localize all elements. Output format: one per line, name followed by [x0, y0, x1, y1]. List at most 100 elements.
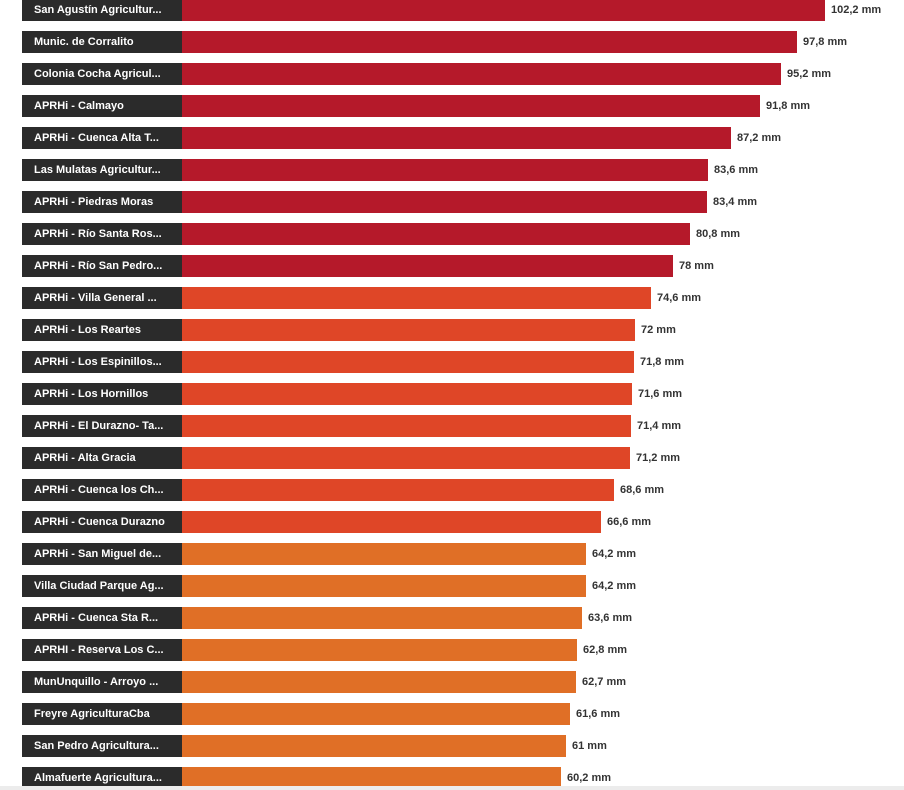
bar-row: APRHi - Cuenca Durazno 66,6 mm	[0, 511, 904, 533]
value-label: 61 mm	[572, 740, 607, 752]
category-label: Colonia Cocha Agricul...	[22, 63, 182, 85]
category-label: APRHi - Alta Gracia	[22, 447, 182, 469]
value-label: 62,8 mm	[583, 644, 628, 656]
category-label: APRHi - Calmayo	[22, 95, 182, 117]
value-label: 80,8 mm	[696, 228, 741, 240]
category-label: APRHi - Cuenca los Ch...	[22, 479, 182, 501]
bar	[182, 159, 708, 181]
value-label: 71,2 mm	[636, 452, 681, 464]
bar-row: APRHi - Calmayo 91,8 mm	[0, 95, 904, 117]
bar	[182, 127, 731, 149]
category-label: APRHi - Cuenca Sta R...	[22, 607, 182, 629]
category-label: APRHi - Río Santa Ros...	[22, 223, 182, 245]
bar	[182, 223, 690, 245]
value-label: 91,8 mm	[766, 100, 811, 112]
value-label: 78 mm	[679, 260, 714, 272]
value-label: 83,6 mm	[714, 164, 759, 176]
value-label: 61,6 mm	[576, 708, 621, 720]
bar-row: San Agustín Agricultur... 102,2 mm	[0, 0, 904, 21]
category-label: Las Mulatas Agricultur...	[22, 159, 182, 181]
bar	[182, 607, 582, 629]
category-label: Villa Ciudad Parque Ag...	[22, 575, 182, 597]
value-label: 68,6 mm	[620, 484, 665, 496]
category-label: APRHi - Piedras Moras	[22, 191, 182, 213]
bar	[182, 543, 586, 565]
bar-row: San Pedro Agricultura... 61 mm	[0, 735, 904, 757]
bar-row: Colonia Cocha Agricul... 95,2 mm	[0, 63, 904, 85]
value-label: 62,7 mm	[582, 676, 627, 688]
bar	[182, 95, 760, 117]
bar-row: APRHi - Cuenca Alta T... 87,2 mm	[0, 127, 904, 149]
bar	[182, 639, 577, 661]
category-label: APRHi - Los Reartes	[22, 319, 182, 341]
category-label: APRHi - Cuenca Alta T...	[22, 127, 182, 149]
bar-row: APRHi - Los Reartes 72 mm	[0, 319, 904, 341]
bar	[182, 511, 601, 533]
category-label: APRHi - Villa General ...	[22, 287, 182, 309]
category-label: Freyre AgriculturaCba	[22, 703, 182, 725]
bar-row: APRHi - Los Hornillos 71,6 mm	[0, 383, 904, 405]
bar-row: Almafuerte Agricultura... 60,2 mm	[0, 767, 904, 789]
bar	[182, 735, 566, 757]
value-label: 74,6 mm	[657, 292, 702, 304]
bar-row: APRHi - Río San Pedro... 78 mm	[0, 255, 904, 277]
bar-row: APRHi - Los Espinillos... 71,8 mm	[0, 351, 904, 373]
value-label: 83,4 mm	[713, 196, 758, 208]
bar	[182, 415, 631, 437]
bar	[182, 671, 576, 693]
bar-row: MunUnquillo - Arroyo ... 62,7 mm	[0, 671, 904, 693]
bar	[182, 703, 570, 725]
value-label: 71,6 mm	[638, 388, 683, 400]
category-label: APRHi - Los Espinillos...	[22, 351, 182, 373]
value-label: 66,6 mm	[607, 516, 652, 528]
bar-row: Las Mulatas Agricultur... 83,6 mm	[0, 159, 904, 181]
value-label: 97,8 mm	[803, 36, 848, 48]
bar	[182, 31, 797, 53]
bar	[182, 383, 632, 405]
category-label: Almafuerte Agricultura...	[22, 767, 182, 789]
bar-row: APRHi - Cuenca los Ch... 68,6 mm	[0, 479, 904, 501]
bar-row: Munic. de Corralito 97,8 mm	[0, 31, 904, 53]
bottom-divider	[0, 786, 904, 790]
bar	[182, 255, 673, 277]
category-label: San Pedro Agricultura...	[22, 735, 182, 757]
category-label: APRHi - Río San Pedro...	[22, 255, 182, 277]
value-label: 71,4 mm	[637, 420, 682, 432]
value-label: 72 mm	[641, 324, 676, 336]
category-label: APRHi - Cuenca Durazno	[22, 511, 182, 533]
value-label: 102,2 mm	[831, 4, 882, 16]
bar-row: APRHi - Cuenca Sta R... 63,6 mm	[0, 607, 904, 629]
bar	[182, 351, 634, 373]
value-label: 64,2 mm	[592, 580, 637, 592]
bar-row: APRHi - Alta Gracia 71,2 mm	[0, 447, 904, 469]
bar	[182, 479, 614, 501]
bar	[182, 0, 825, 21]
bar-row: APRHI - Reserva Los C... 62,8 mm	[0, 639, 904, 661]
value-label: 95,2 mm	[787, 68, 832, 80]
category-label: APRHi - El Durazno- Ta...	[22, 415, 182, 437]
category-label: APRHI - Reserva Los C...	[22, 639, 182, 661]
category-label: APRHi - San Miguel de...	[22, 543, 182, 565]
bar	[182, 63, 781, 85]
bar	[182, 575, 586, 597]
category-label: San Agustín Agricultur...	[22, 0, 182, 21]
value-label: 71,8 mm	[640, 356, 685, 368]
bar	[182, 287, 651, 309]
bar-row: APRHi - El Durazno- Ta... 71,4 mm	[0, 415, 904, 437]
value-label: 87,2 mm	[737, 132, 782, 144]
bar-row: APRHi - Piedras Moras 83,4 mm	[0, 191, 904, 213]
bar	[182, 319, 635, 341]
bar	[182, 447, 630, 469]
bar	[182, 767, 561, 789]
category-label: APRHi - Los Hornillos	[22, 383, 182, 405]
value-label: 60,2 mm	[567, 772, 612, 784]
bar	[182, 191, 707, 213]
bar-row: APRHi - Villa General ... 74,6 mm	[0, 287, 904, 309]
category-label: Munic. de Corralito	[22, 31, 182, 53]
bar-row: Villa Ciudad Parque Ag... 64,2 mm	[0, 575, 904, 597]
value-label: 64,2 mm	[592, 548, 637, 560]
category-label: MunUnquillo - Arroyo ...	[22, 671, 182, 693]
bar-row: APRHi - Río Santa Ros... 80,8 mm	[0, 223, 904, 245]
bar-row: Freyre AgriculturaCba 61,6 mm	[0, 703, 904, 725]
